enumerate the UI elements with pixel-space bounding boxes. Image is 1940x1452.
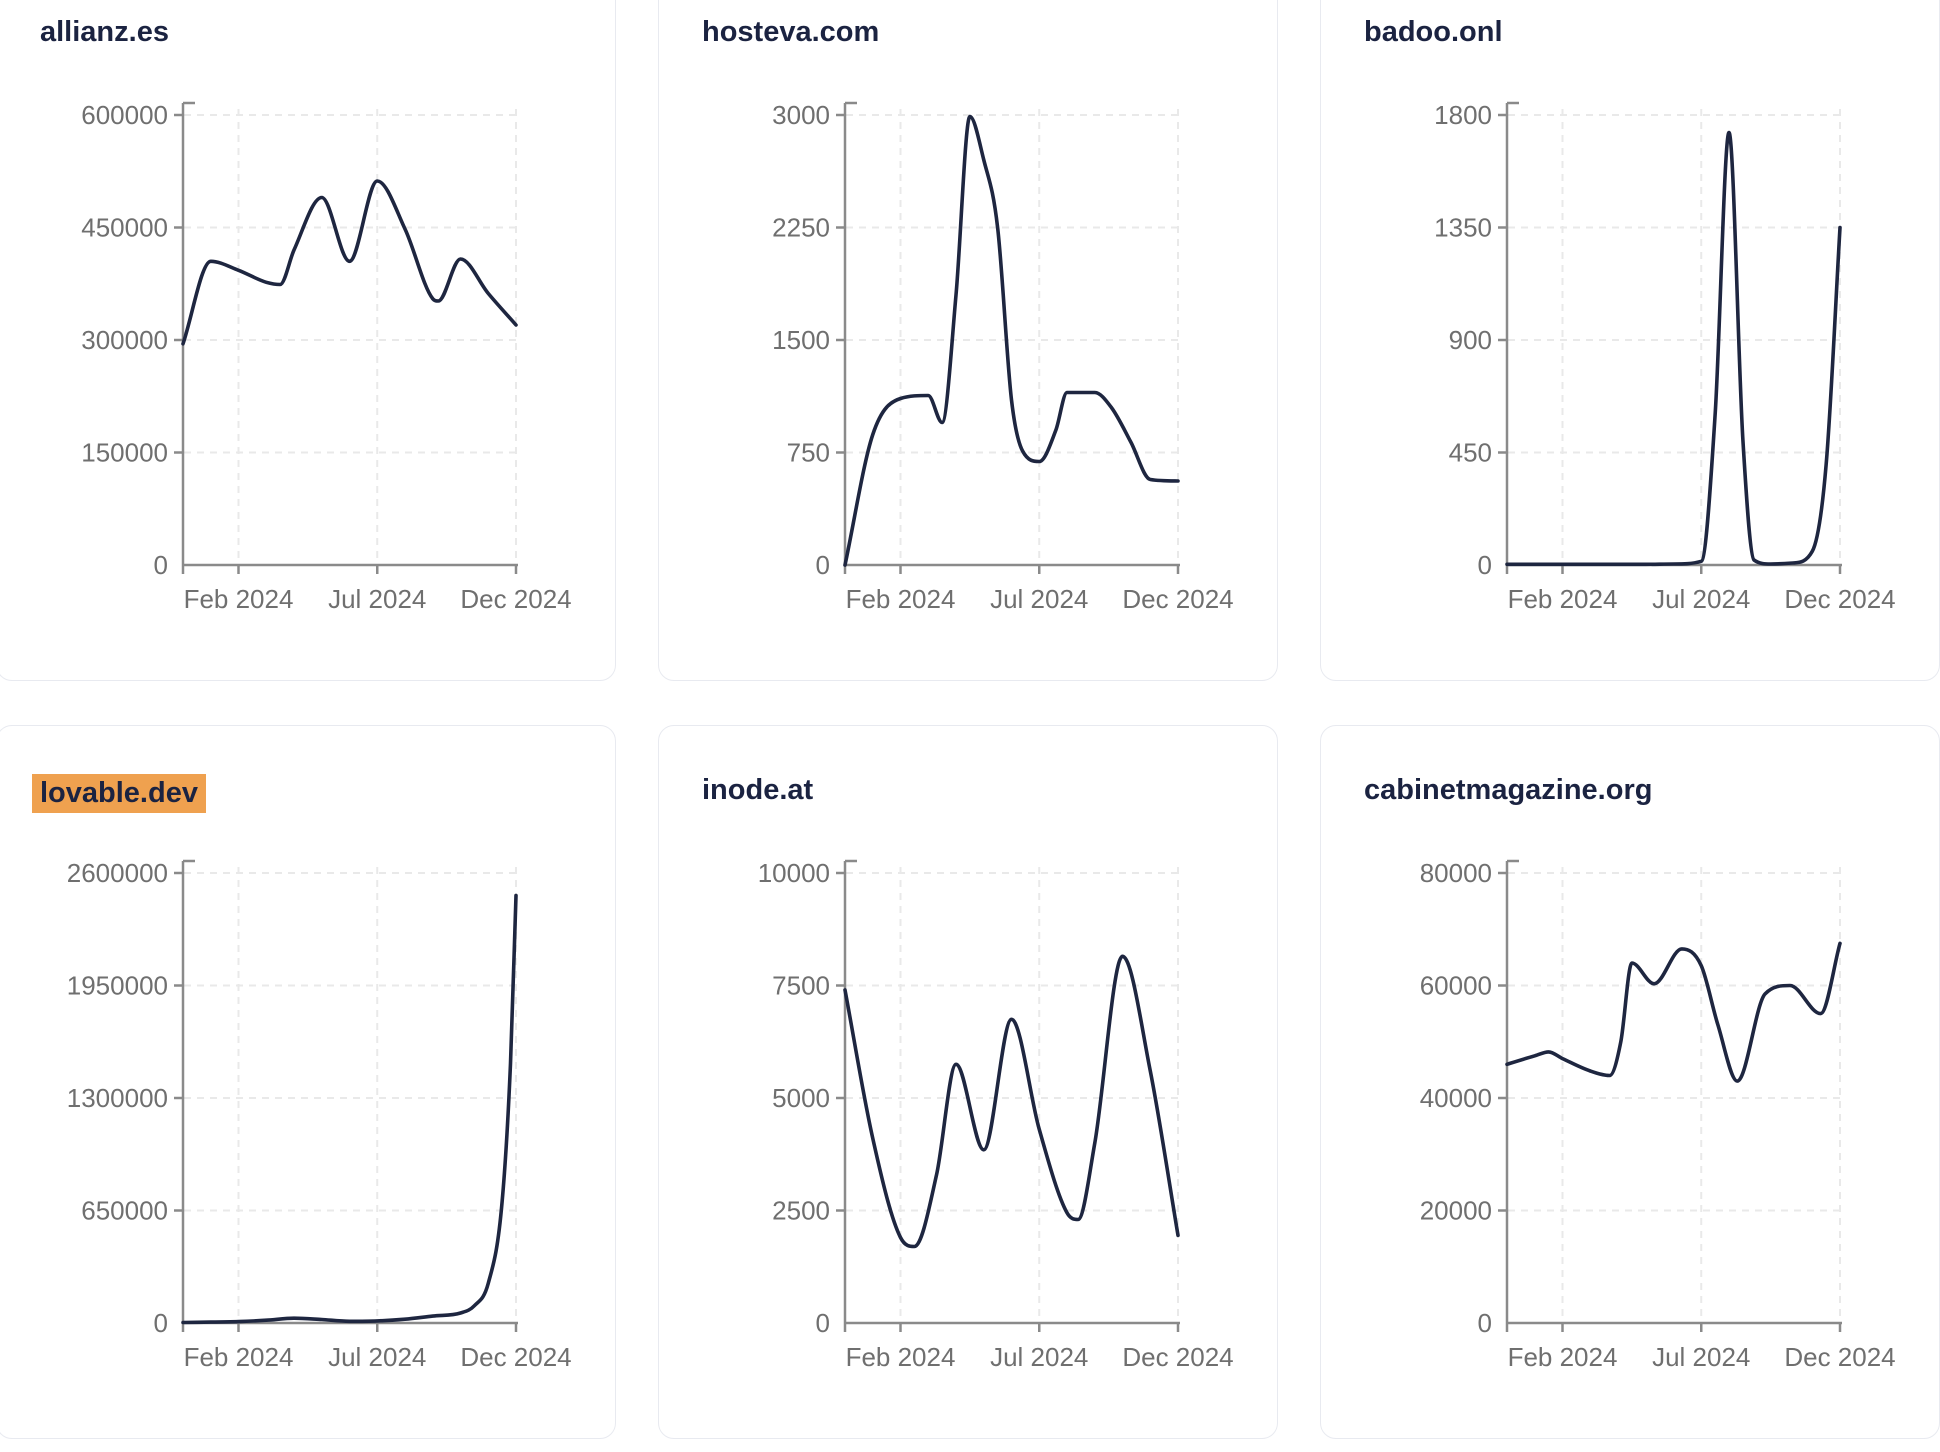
svg-text:10000: 10000 (758, 858, 830, 888)
svg-text:Jul 2024: Jul 2024 (1652, 1342, 1750, 1372)
svg-text:Feb 2024: Feb 2024 (1508, 1342, 1618, 1372)
svg-text:900: 900 (1449, 325, 1492, 355)
svg-text:7500: 7500 (772, 971, 830, 1001)
chart-title: badoo.onl (1364, 16, 1503, 49)
line-chart: 0 650000 1300000 1950000 2600000 Feb 2024 Jul … (67, 858, 572, 1372)
svg-text:Feb 2024: Feb 2024 (846, 1342, 956, 1372)
svg-text:Dec 2024: Dec 2024 (1122, 584, 1233, 614)
chart-title: lovable.dev (32, 774, 206, 814)
svg-text:1800: 1800 (1434, 100, 1492, 130)
svg-text:Dec 2024: Dec 2024 (1122, 1342, 1233, 1372)
svg-text:Dec 2024: Dec 2024 (460, 584, 571, 614)
chart-card-allianz[interactable]: allianz.es 0 150000 300000 450000 600000 Feb … (0, 0, 616, 681)
svg-text:1300000: 1300000 (67, 1083, 168, 1113)
svg-text:0: 0 (816, 550, 830, 580)
svg-text:20000: 20000 (1420, 1196, 1492, 1226)
svg-text:750: 750 (787, 438, 830, 468)
svg-text:60000: 60000 (1420, 971, 1492, 1001)
svg-text:1500: 1500 (772, 325, 830, 355)
svg-text:Jul 2024: Jul 2024 (990, 584, 1088, 614)
svg-text:Jul 2024: Jul 2024 (328, 1342, 426, 1372)
svg-text:2250: 2250 (772, 213, 830, 243)
svg-text:650000: 650000 (81, 1196, 168, 1226)
svg-text:0: 0 (154, 1308, 168, 1338)
svg-text:0: 0 (1478, 1308, 1492, 1338)
svg-text:1350: 1350 (1434, 213, 1492, 243)
svg-text:Dec 2024: Dec 2024 (1784, 584, 1895, 614)
svg-text:Jul 2024: Jul 2024 (990, 1342, 1088, 1372)
svg-text:3000: 3000 (772, 100, 830, 130)
domain-label: allianz.es (40, 16, 169, 48)
svg-text:Feb 2024: Feb 2024 (1508, 584, 1618, 614)
domain-label: cabinetmagazine.org (1364, 774, 1653, 806)
svg-text:300000: 300000 (81, 325, 168, 355)
svg-text:0: 0 (1478, 550, 1492, 580)
domain-label: badoo.onl (1364, 16, 1503, 48)
svg-text:0: 0 (816, 1308, 830, 1338)
svg-text:5000: 5000 (772, 1083, 830, 1113)
svg-text:1950000: 1950000 (67, 971, 168, 1001)
chart-title: allianz.es (40, 16, 169, 49)
svg-text:80000: 80000 (1420, 858, 1492, 888)
svg-text:2500: 2500 (772, 1196, 830, 1226)
svg-text:450000: 450000 (81, 213, 168, 243)
chart-title: cabinetmagazine.org (1364, 774, 1652, 807)
line-chart: 0 450 900 1350 1800 Feb 2024 Jul 2024 Dec 2024 (1434, 100, 1896, 614)
svg-text:Jul 2024: Jul 2024 (328, 584, 426, 614)
domain-label: hosteva.com (702, 16, 880, 48)
svg-text:600000: 600000 (81, 100, 168, 130)
chart-card-badoo[interactable]: badoo.onl 0 450 900 1350 1800 Feb 2024 Jul 202… (1320, 0, 1940, 681)
chart-card-hosteva[interactable]: hosteva.com 0 750 1500 2250 3000 Feb 2024 Jul … (658, 0, 1278, 681)
chart-card-inode[interactable]: inode.at 0 2500 5000 7500 10000 Feb 2024 Jul 2… (658, 725, 1278, 1439)
svg-text:40000: 40000 (1420, 1083, 1492, 1113)
svg-text:0: 0 (154, 550, 168, 580)
chart-card-lovable[interactable]: lovable.dev 0 650000 1300000 1950000 2600000… (0, 725, 616, 1439)
svg-text:2600000: 2600000 (67, 858, 168, 888)
svg-text:150000: 150000 (81, 438, 168, 468)
svg-text:Jul 2024: Jul 2024 (1652, 584, 1750, 614)
svg-text:Dec 2024: Dec 2024 (1784, 1342, 1895, 1372)
svg-text:Dec 2024: Dec 2024 (460, 1342, 571, 1372)
domain-label: inode.at (702, 774, 814, 806)
line-chart: 0 150000 300000 450000 600000 Feb 2024 Jul 202… (81, 100, 571, 614)
chart-title: inode.at (702, 774, 813, 807)
line-chart: 0 750 1500 2250 3000 Feb 2024 Jul 2024 Dec 2024 (772, 100, 1234, 614)
svg-text:450: 450 (1449, 438, 1492, 468)
chart-card-cabinetmagazine[interactable]: cabinetmagazine.org 0 20000 40000 60000 8000… (1320, 725, 1940, 1439)
chart-title: hosteva.com (702, 16, 879, 49)
svg-text:Feb 2024: Feb 2024 (184, 584, 294, 614)
svg-text:Feb 2024: Feb 2024 (184, 1342, 294, 1372)
svg-text:Feb 2024: Feb 2024 (846, 584, 956, 614)
domain-label-highlighted: lovable.dev (32, 774, 206, 814)
line-chart: 0 2500 5000 7500 10000 Feb 2024 Jul 2024 Dec 20… (758, 858, 1234, 1372)
line-chart: 0 20000 40000 60000 80000 Feb 2024 Jul 2024 Dec… (1420, 858, 1896, 1372)
